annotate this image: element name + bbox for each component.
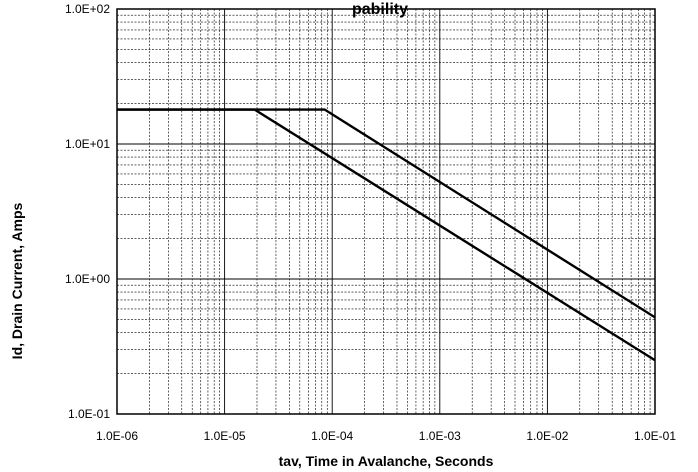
series-line-1 [117, 108, 656, 319]
x-tick-label: 1.0E-05 [204, 429, 246, 443]
series-line-2 [117, 108, 656, 362]
plot-frame [116, 8, 656, 415]
y-tick-label: 1.0E-01 [68, 407, 110, 421]
series-group [117, 108, 656, 362]
x-axis-label: tav, Time in Avalanche, Seconds [279, 453, 494, 469]
x-tick-labels: 1.0E-06 1.0E-05 1.0E-04 1.0E-03 1.0E-02 1.0E-… [96, 429, 676, 443]
x-tick-label: 1.0E-01 [634, 429, 676, 443]
x-tick-label: 1.0E-03 [419, 429, 461, 443]
x-tick-label: 1.0E-06 [96, 429, 138, 443]
y-axis-label: Id, Drain Current, Amps [9, 202, 25, 359]
x-tick-label: 1.0E-02 [526, 429, 568, 443]
chart-title-fragment: pability [352, 1, 408, 18]
y-tick-labels: 1.0E-01 1.0E+00 1.0E+01 1.0E+02 [65, 2, 110, 421]
grid [116, 9, 655, 415]
y-tick-label: 1.0E+01 [65, 137, 110, 151]
y-tick-label: 1.0E+00 [65, 272, 110, 286]
y-tick-label: 1.0E+02 [65, 2, 110, 16]
x-tick-label: 1.0E-04 [311, 429, 353, 443]
